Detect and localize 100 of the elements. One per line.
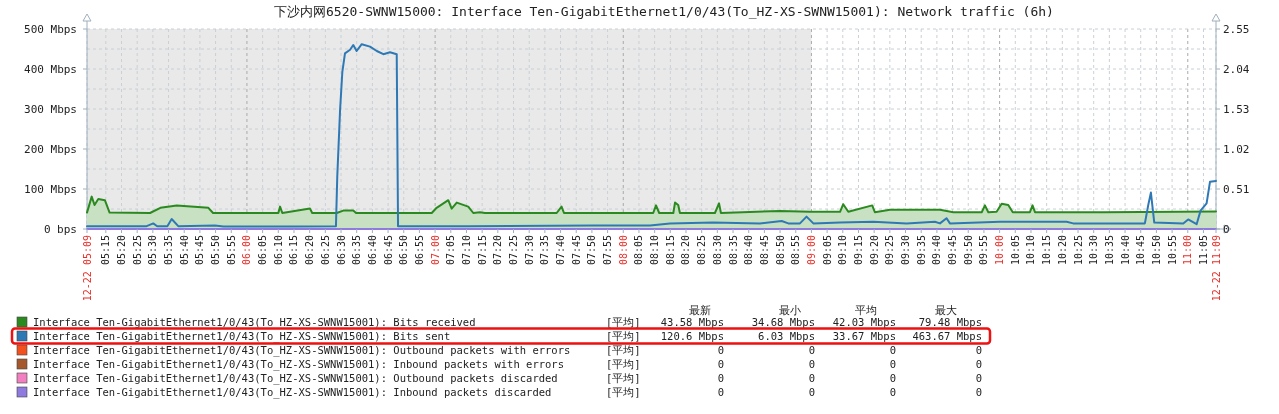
legend-label: Interface Ten-GigabitEthernet1/0/43(To_HZ-XS-SWNW15001): Outbound packets discarded bbox=[33, 372, 558, 385]
x-tick-label: 10:15 bbox=[1041, 235, 1053, 266]
y2-tick-label: 2.04 bbox=[1223, 63, 1250, 76]
x-tick-label: 06:50 bbox=[398, 235, 410, 266]
x-tick-label: 06:05 bbox=[257, 235, 269, 266]
text: 最小 bbox=[779, 304, 801, 317]
y-tick-label: 0 bps bbox=[43, 223, 77, 236]
text: [平均] bbox=[606, 386, 641, 398]
y-tick-label: 500 Mbps bbox=[24, 23, 77, 36]
text: 0 bbox=[975, 344, 982, 356]
x-tick-label: 09:10 bbox=[837, 235, 849, 266]
text: 0 bbox=[717, 344, 724, 356]
text: 33.67 Mbps bbox=[832, 330, 896, 342]
y-tick-label: 400 Mbps bbox=[24, 63, 77, 76]
x-tick-label: 06:40 bbox=[366, 235, 378, 266]
text: 最大 bbox=[935, 304, 957, 317]
x-tick-label: 08:15 bbox=[664, 235, 676, 266]
legend-label: Interface Ten-GigabitEthernet1/0/43(To_HZ-XS-SWNW15001): Bits sent bbox=[33, 330, 451, 343]
legend-label: Interface Ten-GigabitEthernet1/0/43(To_HZ-XS-SWNW15001): Inbound packets discarded bbox=[33, 386, 552, 399]
x-tick-label: 09:50 bbox=[962, 235, 974, 266]
x-tick-label: 10:10 bbox=[1025, 235, 1037, 266]
x-tick-label: 07:25 bbox=[508, 235, 520, 266]
y-tick-label: 100 Mbps bbox=[24, 183, 77, 196]
legend-label: Interface Ten-GigabitEthernet1/0/43(To_HZ-XS-SWNW15001): Outbound packets with errors bbox=[33, 344, 571, 357]
text: 0 bbox=[889, 386, 896, 398]
x-tick-label: 08:05 bbox=[633, 235, 645, 266]
x-tick-label: 06:25 bbox=[319, 235, 331, 266]
text: 0 bbox=[975, 372, 982, 384]
text: [平均] bbox=[606, 330, 641, 342]
x-tick-label: 05:50 bbox=[210, 235, 222, 266]
x-tick-label: 09:25 bbox=[884, 235, 896, 266]
x-tick-label: 11:00 bbox=[1182, 235, 1194, 266]
text: 0 bbox=[808, 372, 815, 384]
x-tick-label: 10:05 bbox=[1009, 235, 1021, 266]
y2-tick-label: 2.55 bbox=[1223, 23, 1250, 36]
x-tick-label: 10:35 bbox=[1103, 235, 1115, 266]
text: 0 bbox=[889, 372, 896, 384]
x-tick-label: 06:30 bbox=[335, 235, 347, 266]
text: 34.68 Mbps bbox=[751, 316, 815, 328]
x-tick-label: 05:55 bbox=[225, 235, 237, 266]
x-tick-label: 07:05 bbox=[445, 235, 457, 266]
x-tick-label: 06:00 bbox=[241, 235, 253, 266]
x-tick-label: 10:25 bbox=[1072, 235, 1084, 266]
x-tick-label: 07:45 bbox=[570, 235, 582, 266]
x-tick-label: 10:45 bbox=[1135, 235, 1147, 266]
x-tick-label: 10:00 bbox=[994, 235, 1006, 266]
text: 最新 bbox=[689, 304, 711, 317]
x-tick-label: 08:40 bbox=[743, 235, 755, 266]
x-tick-label: 05:35 bbox=[163, 235, 175, 266]
x-tick-label: 07:20 bbox=[492, 235, 504, 266]
text: 463.67 Mbps bbox=[912, 330, 982, 342]
text: 0 bbox=[808, 344, 815, 356]
x-tick-label: 07:50 bbox=[586, 235, 598, 266]
x-tick-label: 09:00 bbox=[805, 235, 817, 266]
chart-title: 下沙内网6520-SWNW15000: Interface Ten-GigabitEthernet1/0/43(To_HZ-XS-SWNW15001): Network traffic (6h) bbox=[274, 4, 1054, 19]
x-tick-label: 08:50 bbox=[774, 235, 786, 266]
x-tick-label: 08:10 bbox=[649, 235, 661, 266]
x-tick-label: 07:00 bbox=[429, 235, 441, 266]
x-tick-label: 05:30 bbox=[147, 235, 159, 266]
text: [平均] bbox=[606, 358, 641, 370]
x-tick-label: 05:45 bbox=[194, 235, 206, 266]
text: 6.03 Mbps bbox=[758, 330, 815, 342]
x-tick-label: 09:35 bbox=[915, 235, 927, 266]
x-tick-label: 08:55 bbox=[790, 235, 802, 266]
x-tick-label: 08:20 bbox=[680, 235, 692, 266]
x-tick-label: 08:00 bbox=[617, 235, 629, 266]
text: 平均 bbox=[855, 304, 877, 317]
x-tick-label: 08:35 bbox=[727, 235, 739, 266]
x-tick-label: 05:40 bbox=[178, 235, 190, 266]
x-tick-label: 06:10 bbox=[272, 235, 284, 266]
x-tick-label: 06:55 bbox=[413, 235, 425, 266]
text: 120.6 Mbps bbox=[660, 330, 724, 342]
x-tick-label: 10:40 bbox=[1119, 235, 1131, 266]
text: [平均] bbox=[606, 372, 641, 384]
x-tick-label: 12-22 11:09 bbox=[1210, 235, 1222, 302]
x-tick-label: 10:30 bbox=[1088, 235, 1100, 266]
y2-tick-label: 0.51 bbox=[1223, 183, 1250, 196]
text: 0 bbox=[889, 344, 896, 356]
x-tick-label: 07:15 bbox=[476, 235, 488, 266]
x-tick-label: 10:20 bbox=[1056, 235, 1068, 266]
y2-tick-label: 1.53 bbox=[1223, 103, 1250, 116]
text: 79.48 Mbps bbox=[918, 316, 982, 328]
x-tick-label: 12-22 05:09 bbox=[81, 235, 93, 302]
legend-label: Interface Ten-GigabitEthernet1/0/43(To_HZ-XS-SWNW15001): Bits received bbox=[33, 316, 476, 329]
y-tick-label: 200 Mbps bbox=[24, 143, 77, 156]
x-tick-label: 09:05 bbox=[821, 235, 833, 266]
x-tick-label: 09:20 bbox=[868, 235, 880, 266]
x-tick-label: 09:55 bbox=[978, 235, 990, 266]
x-tick-label: 09:30 bbox=[900, 235, 912, 266]
x-tick-label: 11:05 bbox=[1197, 235, 1209, 266]
line-series bbox=[86, 43, 1217, 228]
x-tick-label: 06:35 bbox=[351, 235, 363, 266]
x-tick-label: 05:15 bbox=[100, 235, 112, 266]
x-tick-label: 08:25 bbox=[696, 235, 708, 266]
x-tick-label: 08:45 bbox=[758, 235, 770, 266]
text: 0 bbox=[808, 358, 815, 370]
x-tick-label: 10:55 bbox=[1166, 235, 1178, 266]
x-tick-label: 07:40 bbox=[555, 235, 567, 266]
text: 0 bbox=[808, 386, 815, 398]
text: [平均] bbox=[606, 344, 641, 356]
